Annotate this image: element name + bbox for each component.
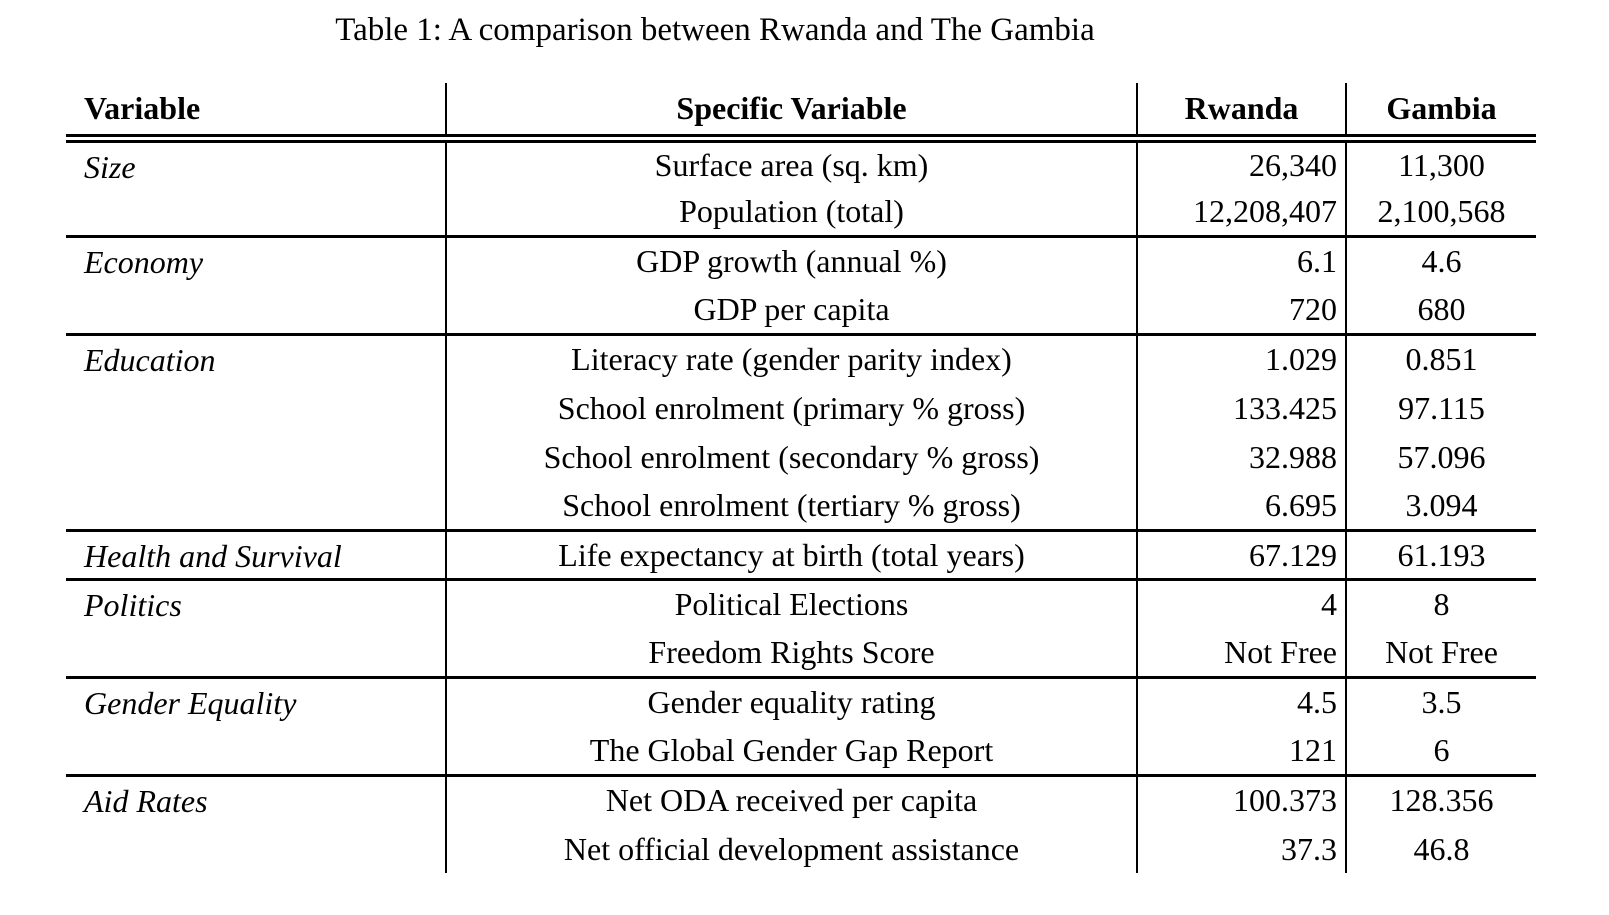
table-row: School enrolment (primary % gross) 133.42… [66, 383, 1536, 432]
rwanda-value-cell: 37.3 [1137, 824, 1347, 873]
header-row: Variable Specific Variable Rwanda Gambia [66, 83, 1536, 143]
table-row: Population (total) 12,208,407 2,100,568 [66, 187, 1536, 236]
gambia-value-cell: 11,300 [1398, 146, 1485, 183]
specific-variable-cell: Freedom Rights Score [446, 628, 1138, 677]
rwanda-value-cell: 4.5 [1137, 675, 1347, 726]
table-row: Health and Survival Life expectancy at bi… [66, 528, 1536, 579]
specific-variable-cell: Gender equality rating [446, 675, 1138, 726]
table-row: School enrolment (tertiary % gross) 6.695… [66, 481, 1536, 530]
rwanda-value-cell: 121 [1137, 726, 1347, 775]
specific-variable-cell: Population (total) [446, 187, 1138, 236]
rwanda-value-cell: 6.695 [1137, 481, 1347, 530]
rwanda-value-cell: 4 [1137, 577, 1347, 628]
specific-variable-cell: Literacy rate (gender parity index) [446, 332, 1138, 383]
rwanda-value-cell: 720 [1137, 285, 1347, 334]
category-cell: Size [66, 138, 447, 236]
specific-variable-cell: The Global Gender Gap Report [446, 726, 1138, 775]
specific-variable-cell: Surface area (sq. km) [446, 138, 1138, 187]
table-row: Aid Rates Net ODA received per capita 100.… [66, 773, 1536, 873]
gambia-value-cell: 0.851 [1346, 332, 1536, 383]
specific-variable-cell: GDP per capita [446, 285, 1138, 334]
gambia-value-cell: 97.115 [1398, 389, 1485, 426]
category-cell: Aid Rates [66, 773, 447, 873]
specific-variable-cell: School enrolment (secondary % gross) [446, 432, 1138, 481]
header-gambia: Gambia [1346, 83, 1536, 143]
gambia-value-cell: 3.094 [1405, 486, 1478, 523]
comparison-table: Variable Specific Variable Rwanda Gambia… [66, 83, 1536, 873]
gambia-value-cell: 6 [1433, 731, 1450, 768]
table-row: The Global Gender Gap Report 121 6 [66, 726, 1536, 775]
header-specific-variable: Specific Variable [446, 83, 1138, 143]
gambia-value-cell: 4.6 [1346, 234, 1536, 285]
specific-variable-cell: Net ODA received per capita [446, 773, 1138, 824]
gambia-value-cell: 46.8 [1413, 830, 1470, 867]
gambia-value-cell: 2,100,568 [1377, 192, 1506, 229]
category-cell: Education [66, 332, 447, 530]
rwanda-value-cell: Not Free [1137, 628, 1347, 677]
specific-variable-cell: Life expectancy at birth (total years) [446, 528, 1138, 579]
table-row: Net official development assistance 37.3 4… [66, 824, 1536, 873]
specific-variable-cell: School enrolment (primary % gross) [446, 383, 1138, 432]
specific-variable-cell: Net official development assistance [446, 824, 1138, 873]
table-row: Politics Political Elections 4 8 [66, 577, 1536, 677]
rwanda-value-cell: 26,340 [1137, 138, 1347, 187]
header-variable: Variable [66, 83, 447, 143]
rwanda-value-cell: 1.029 [1137, 332, 1347, 383]
table-body: Size Surface area (sq. km) 26,340 11,300 Pop… [66, 138, 1536, 873]
specific-variable-cell: Political Elections [446, 577, 1138, 628]
gambia-value-cell: 57.096 [1397, 438, 1486, 475]
gambia-value-cell: 3.5 [1346, 675, 1536, 726]
gambia-value-cell: 128.356 [1346, 773, 1536, 824]
table-row: Size Surface area (sq. km) 26,340 11,300 [66, 138, 1536, 236]
rwanda-value-cell: 100.373 [1137, 773, 1347, 824]
rwanda-value-cell: 67.129 [1137, 528, 1347, 579]
table-caption: Table 1: A comparison between Rwanda and… [335, 12, 1095, 48]
specific-variable-cell: GDP growth (annual %) [446, 234, 1138, 285]
rwanda-value-cell: 6.1 [1137, 234, 1347, 285]
rwanda-value-cell: 32.988 [1137, 432, 1347, 481]
rwanda-value-cell: 133.425 [1137, 383, 1347, 432]
rwanda-value-cell: 12,208,407 [1137, 187, 1347, 236]
table-row: Gender Equality Gender equality rating 4.5… [66, 675, 1536, 775]
table-row: Education Literacy rate (gender parity in… [66, 332, 1536, 530]
gambia-value-cell: 61.193 [1346, 528, 1536, 579]
gambia-value-cell: Not Free [1385, 633, 1498, 670]
header-rwanda: Rwanda [1137, 83, 1347, 143]
category-cell: Economy [66, 234, 447, 334]
table-row: GDP per capita 720 680 [66, 285, 1536, 334]
category-cell: Politics [66, 577, 447, 677]
table-row: Economy GDP growth (annual %) 6.1 4.6 [66, 234, 1536, 334]
gambia-value-cell: 680 [1417, 290, 1466, 327]
table-row: School enrolment (secondary % gross) 32.9… [66, 432, 1536, 481]
specific-variable-cell: School enrolment (tertiary % gross) [446, 481, 1138, 530]
category-cell: Health and Survival [66, 528, 447, 579]
gambia-value-cell: 8 [1346, 577, 1536, 628]
category-cell: Gender Equality [66, 675, 447, 775]
table-row: Freedom Rights Score Not Free Not Free [66, 628, 1536, 677]
